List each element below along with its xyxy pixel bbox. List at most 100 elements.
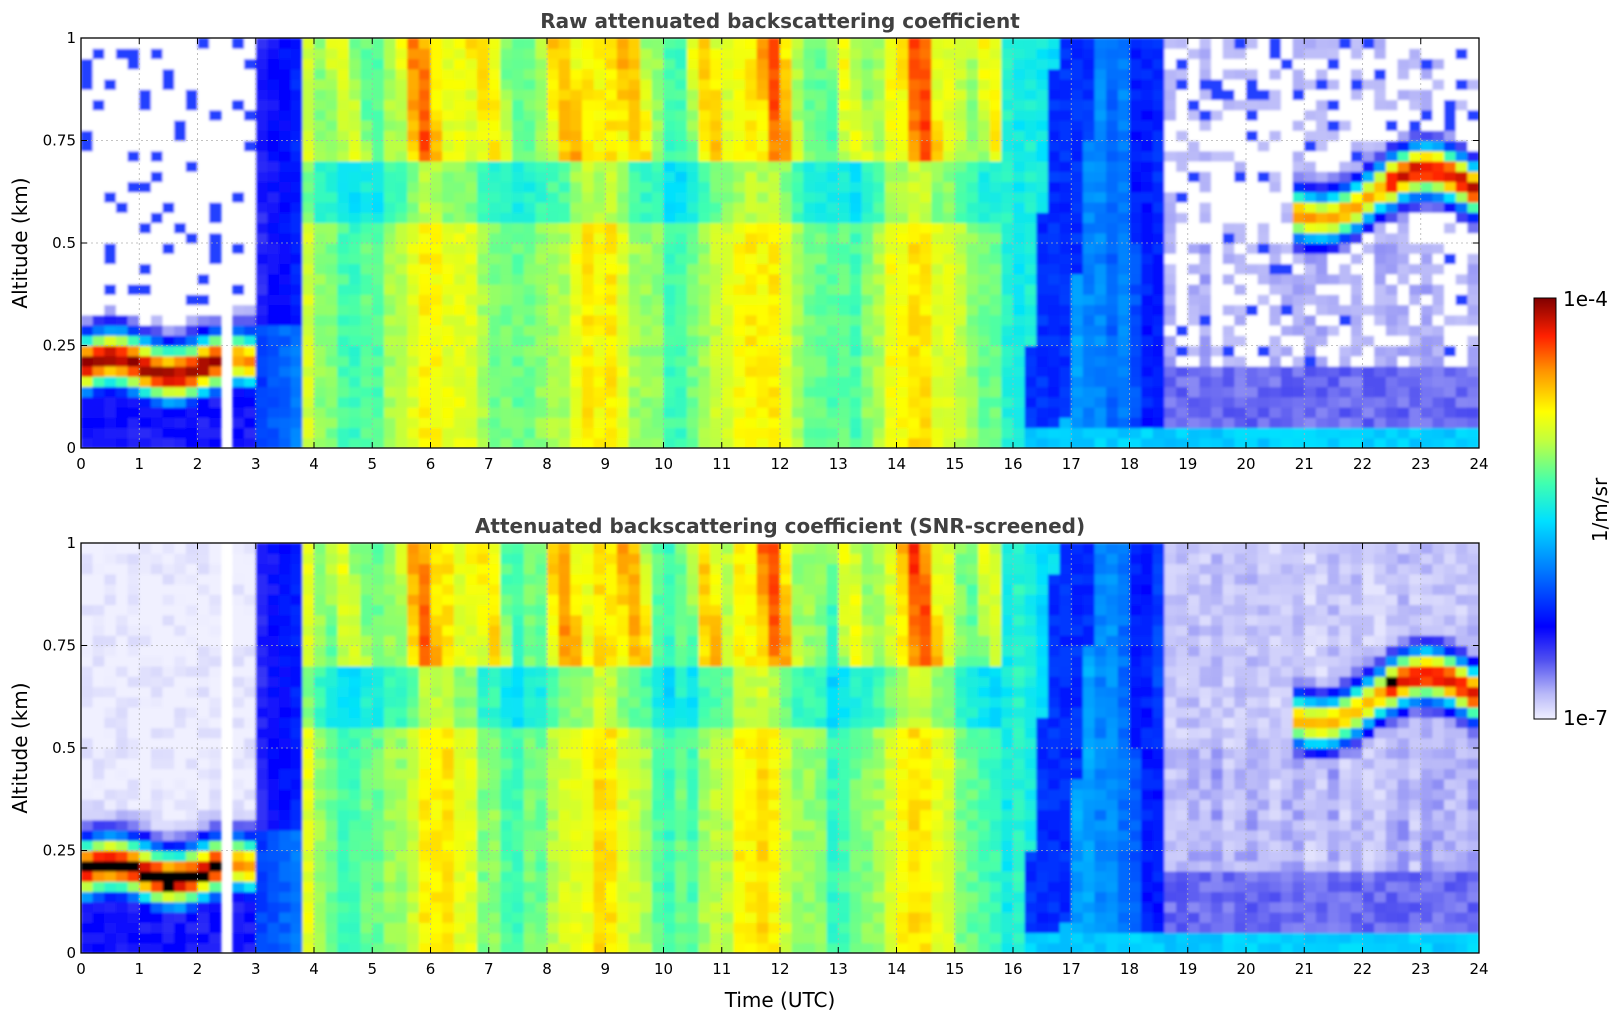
heatmap-cell [523,109,536,121]
heatmap-cell [360,232,373,244]
heatmap-cell [814,212,828,224]
heatmap-cell [279,376,292,388]
heatmap-cell [1467,263,1479,275]
heatmap-cell [1327,366,1340,377]
heatmap-cell [721,140,734,152]
heatmap-cell [919,273,933,285]
heatmap-cell [1129,79,1142,90]
heatmap-cell [745,150,758,162]
heatmap-cell [628,355,641,367]
heatmap-cell [139,181,152,193]
heatmap-cell [1397,109,1410,121]
heatmap-cell [616,130,630,142]
heatmap-cell [325,437,338,448]
heatmap-cell [1280,243,1294,254]
heatmap-cell [593,222,606,234]
heatmap-cell [826,304,839,316]
heatmap-cell [1176,130,1189,142]
heatmap-cell [978,427,991,439]
heatmap-cell [1164,243,1177,254]
heatmap-cell [1280,120,1294,131]
heatmap-cell [418,273,432,285]
heatmap-cell [1152,284,1166,295]
heatmap-cell [92,614,105,626]
heatmap-cell [81,614,94,626]
heatmap-cell [1339,325,1352,336]
heatmap-cell [1199,253,1212,265]
heatmap-cell [418,243,432,254]
heatmap-cell [255,396,268,408]
heatmap-cell [1129,150,1142,162]
heatmap-cell [1117,79,1131,90]
heatmap-cell [1059,294,1072,306]
heatmap-cell [1094,407,1107,418]
heatmap-cell [826,345,839,357]
heatmap-cell [512,386,525,398]
heatmap-cell [430,243,443,254]
heatmap-cell [1234,79,1247,90]
heatmap-cell [686,386,700,398]
heatmap-cell [244,99,257,111]
heatmap-cell [1257,109,1270,121]
heatmap-cell [651,89,665,101]
heatmap-cell [1234,191,1247,203]
heatmap-cell [1211,181,1224,193]
heatmap-cell [1385,58,1399,70]
heatmap-cell [849,304,863,316]
heatmap-cell [104,717,117,729]
heatmap-cell [325,130,338,142]
heatmap-cell [1409,89,1422,101]
heatmap-cell [791,263,804,275]
heatmap-cell [1059,222,1072,234]
heatmap-cell [1315,202,1329,213]
heatmap-cell [838,294,851,306]
heatmap-cell [1211,140,1224,152]
heatmap-cell [1013,140,1026,152]
heatmap-cell [780,99,793,111]
heatmap-cell [139,58,152,70]
heatmap-cell [1315,243,1329,254]
heatmap-cell [733,150,746,162]
heatmap-cell [698,38,711,49]
heatmap-cell [908,171,921,183]
heatmap-cell [1036,284,1049,295]
heatmap-cell [849,232,863,244]
heatmap-cell [418,130,432,142]
heatmap-cell [255,325,268,336]
heatmap-cell [1304,79,1317,90]
heatmap-cell [1211,38,1224,49]
heatmap-cell [756,161,769,172]
heatmap-cell [873,263,886,275]
heatmap-cell [663,386,676,398]
heatmap-cell [675,171,688,183]
heatmap-cell [81,942,94,953]
heatmap-cell [372,38,385,49]
heatmap-cell [558,79,571,90]
heatmap-cell [919,366,933,377]
heatmap-cell [780,335,793,347]
heatmap-cell [209,407,222,418]
heatmap-cell [884,130,898,142]
heatmap-cell [1339,212,1352,224]
heatmap-cell [1350,376,1364,388]
heatmap-cell [1152,345,1166,357]
heatmap-cell [1246,191,1259,203]
heatmap-cell [92,58,105,70]
heatmap-cell [290,130,303,142]
heatmap-cell [978,120,991,131]
heatmap-cell [547,314,560,326]
heatmap-cell [1362,243,1375,254]
heatmap-cell [407,161,420,172]
heatmap-cell [104,161,117,172]
heatmap-cell [104,253,117,265]
heatmap-cell [174,99,187,111]
heatmap-cell [1350,355,1364,367]
heatmap-cell [803,150,816,162]
heatmap-cell [418,191,432,203]
heatmap-cell [1350,171,1364,183]
heatmap-cell [244,243,257,254]
heatmap-cell [279,396,292,408]
heatmap-cell [127,212,140,224]
heatmap-cell [162,48,175,60]
heatmap-cell [768,304,781,316]
